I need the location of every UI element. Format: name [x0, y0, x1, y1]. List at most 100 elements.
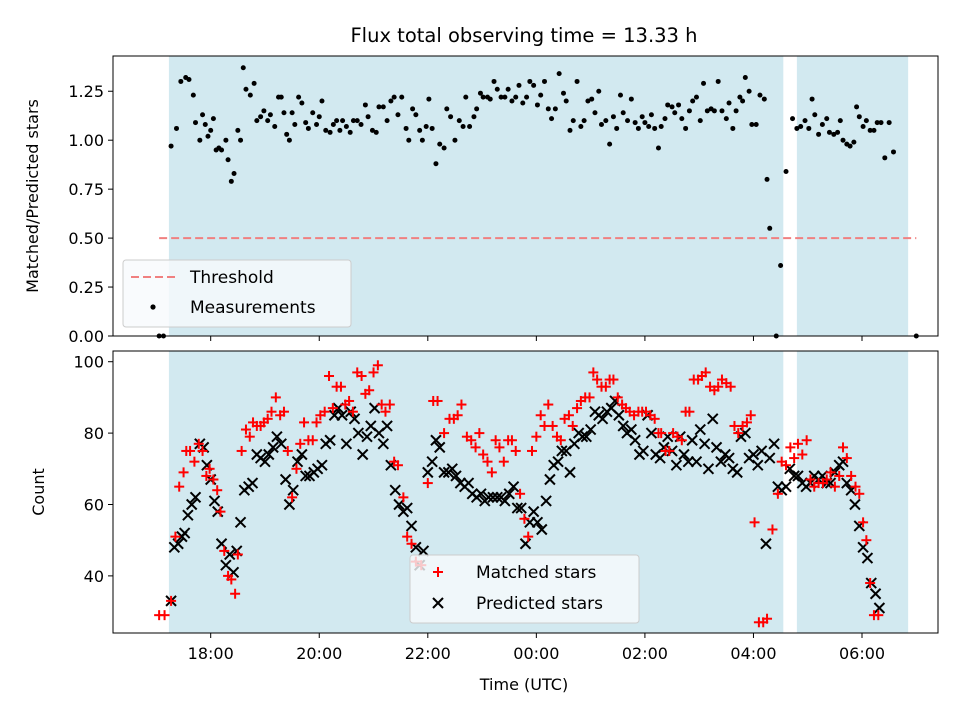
measurement-point: [719, 108, 725, 114]
measurement-point: [314, 122, 320, 128]
predicted-star-marker: [723, 452, 735, 464]
predicted-star-marker: [670, 459, 683, 471]
predicted-star-marker: [356, 448, 369, 461]
measurement-point: [690, 98, 696, 104]
measurement-point: [860, 123, 866, 129]
matched-star-marker: [762, 613, 773, 624]
measurement-point: [474, 106, 480, 112]
measurement-point: [429, 125, 435, 131]
predicted-star-marker: [515, 502, 527, 514]
y-tick-label: 1.00: [68, 131, 104, 150]
matched-star-marker: [664, 445, 675, 456]
measurement-point: [757, 92, 763, 98]
ratio-panel-legend: Threshold Measurements: [122, 259, 352, 328]
measurement-point: [679, 116, 685, 122]
measurement-point: [652, 125, 658, 131]
legend-predicted-swatch: [432, 597, 444, 609]
measurement-point: [581, 118, 587, 124]
predicted-star-marker: [393, 498, 405, 511]
measurement-point: [541, 78, 547, 84]
predicted-star-marker: [352, 427, 365, 439]
y-tick-label: 0.25: [68, 278, 104, 297]
matched-star-marker: [733, 428, 744, 439]
measurement-point: [824, 116, 830, 122]
legend-threshold-label: Threshold: [189, 268, 274, 288]
measurement-point: [419, 137, 425, 143]
matched-star-marker: [478, 449, 489, 460]
observing-window-2: [796, 56, 909, 336]
measurement-point: [267, 112, 273, 118]
measurement-point: [426, 96, 432, 102]
predicted-star-marker: [686, 434, 698, 446]
matched-star-marker: [767, 524, 778, 535]
predicted-star-marker: [426, 455, 438, 468]
measurement-point: [231, 170, 237, 176]
measurement-point: [168, 143, 174, 149]
matched-star-marker: [422, 478, 433, 489]
matched-star-marker: [510, 445, 521, 456]
measurement-point: [886, 120, 892, 126]
measurement-point: [480, 94, 486, 100]
measurement-point: [228, 178, 234, 184]
measurement-point: [347, 129, 353, 135]
measurement-point: [819, 122, 825, 128]
measurement-point: [223, 137, 229, 143]
matched-star-marker: [240, 424, 251, 435]
matched-star-marker: [792, 438, 803, 449]
matched-star-marker: [805, 474, 816, 485]
matched-star-marker: [159, 610, 170, 621]
predicted-star-marker: [434, 441, 446, 454]
matched-star-marker: [474, 428, 485, 439]
predicted-star-marker: [259, 455, 271, 468]
matched-star-marker: [230, 588, 241, 599]
measurement-point: [235, 127, 241, 133]
matched-star-marker: [208, 474, 219, 485]
predicted-star-marker: [287, 484, 299, 496]
predicted-star-marker: [768, 438, 780, 450]
measurement-point: [527, 78, 533, 84]
measurement-point: [238, 137, 244, 143]
measurement-point: [662, 116, 668, 122]
measurement-point: [197, 137, 203, 143]
matched-star-marker: [291, 463, 302, 474]
measurement-point: [831, 131, 837, 137]
predicted-star-marker: [861, 552, 874, 564]
predicted-star-marker: [596, 413, 609, 425]
predicted-star-marker: [316, 459, 328, 471]
matched-star-marker: [821, 474, 832, 485]
measurement-point: [570, 118, 576, 124]
measurement-point: [373, 129, 379, 135]
measurement-point: [648, 112, 654, 118]
matched-star-marker: [838, 442, 849, 453]
measurement-point: [585, 98, 591, 104]
matched-star-marker: [266, 406, 277, 417]
measurement-point: [878, 120, 884, 126]
predicted-star-marker: [263, 448, 275, 461]
measurement-point: [704, 108, 710, 114]
x-tick-label: 18:00: [188, 644, 234, 663]
matched-star-marker: [319, 406, 330, 417]
measurement-point: [560, 90, 566, 96]
measurement-point: [467, 123, 473, 129]
predicted-star-marker: [698, 438, 711, 450]
matched-star-marker: [825, 467, 836, 478]
measurement-point: [391, 94, 397, 100]
measurement-point: [272, 123, 278, 129]
predicted-star-marker: [556, 445, 568, 457]
measurement-point: [567, 127, 573, 133]
matched-star-marker: [506, 435, 517, 446]
predicted-star-marker: [849, 498, 861, 511]
predicted-star-marker: [450, 470, 462, 482]
predicted-star-marker: [487, 491, 499, 504]
matched-star-marker: [189, 456, 200, 467]
matched-star-marker: [527, 445, 538, 456]
measurement-point: [319, 98, 325, 104]
measurement-point: [617, 92, 623, 98]
matched-star-marker: [494, 442, 505, 453]
matched-star-marker: [725, 381, 736, 392]
predicted-star-marker: [715, 455, 727, 468]
predicted-star-marker: [417, 545, 430, 557]
matched-star-marker: [592, 374, 603, 385]
matched-star-marker: [432, 395, 443, 406]
measurement-point: [871, 127, 877, 133]
